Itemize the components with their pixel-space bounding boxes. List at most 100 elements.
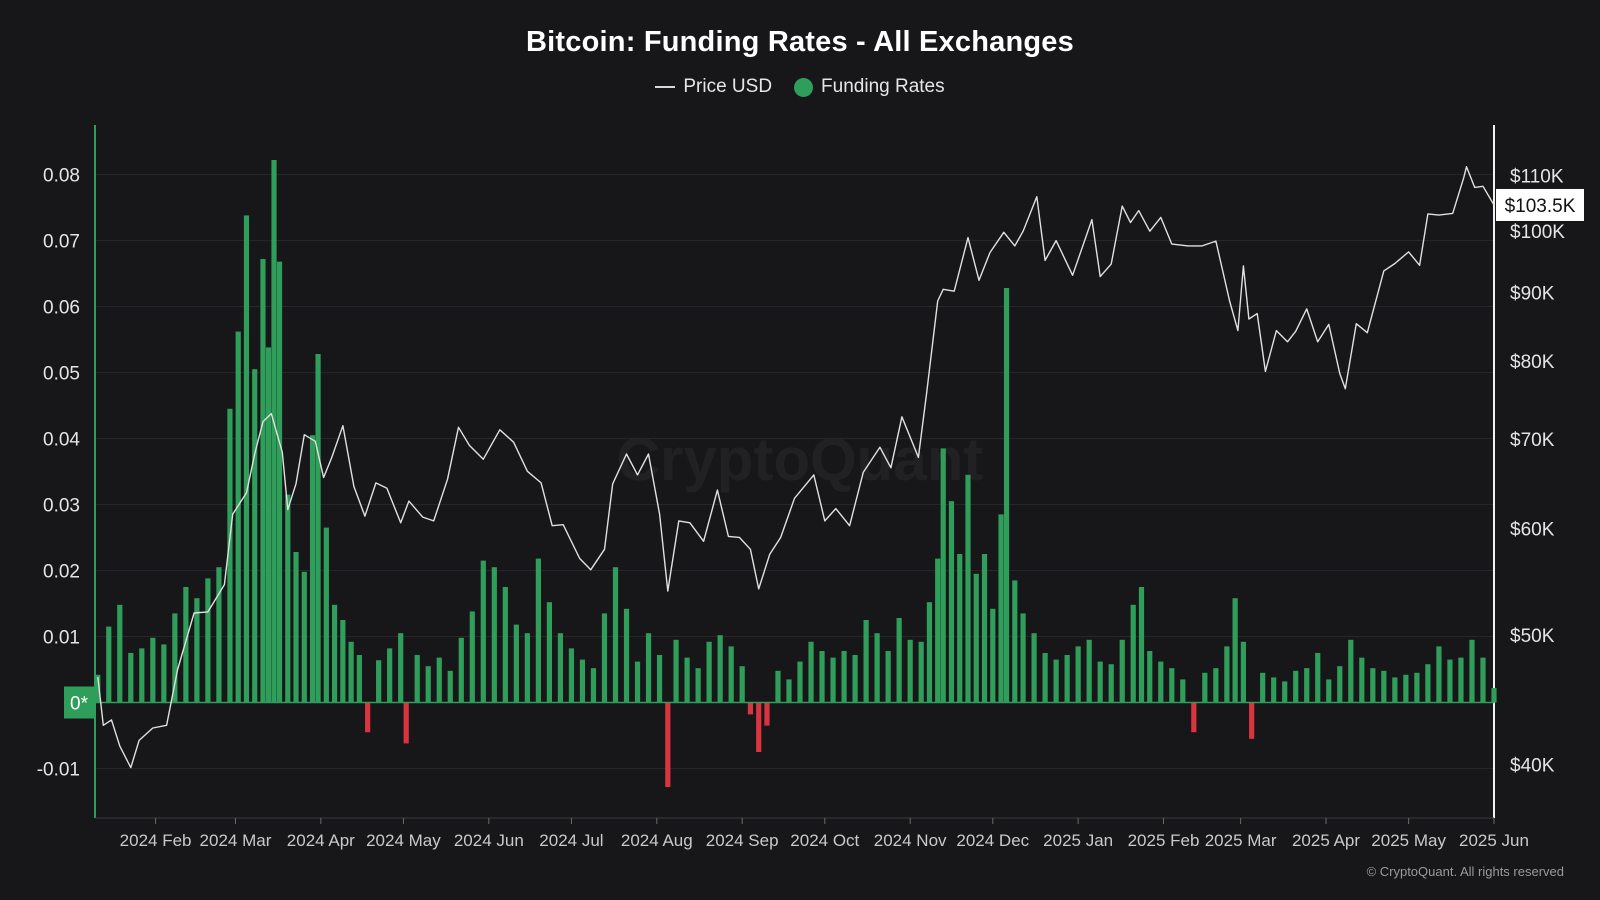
funding-bar-positive: [645, 633, 652, 703]
legend-dot-swatch: [794, 77, 814, 97]
funding-bar-positive: [1491, 687, 1497, 703]
legend-line-swatch: [655, 86, 676, 88]
funding-bar-positive: [436, 657, 442, 703]
funding-bar-positive: [656, 654, 663, 703]
funding-bar-negative: [1191, 702, 1197, 733]
y-right-tick-label: $50K: [1510, 626, 1555, 647]
funding-bar-positive: [1169, 668, 1175, 703]
funding-bar-positive: [398, 633, 404, 703]
funding-bar-positive: [874, 633, 880, 703]
funding-bar-positive: [227, 408, 233, 703]
funding-bar-positive: [990, 608, 996, 703]
x-tick-label: 2024 Dec: [956, 831, 1029, 850]
funding-bar-positive: [948, 501, 955, 703]
funding-bar-positive: [808, 641, 814, 703]
funding-bar-positive: [265, 347, 272, 703]
funding-bar-positive: [896, 618, 902, 703]
funding-bar-positive: [356, 654, 362, 703]
y-right-tick-label: $90K: [1510, 284, 1555, 305]
funding-bar-positive: [425, 666, 431, 703]
funding-bar-positive: [1053, 659, 1059, 703]
funding-bar-positive: [301, 571, 307, 703]
x-tick-label: 2024 Sep: [706, 831, 779, 850]
y-left-tick-label: -0.01: [37, 760, 80, 781]
funding-bar-positive: [340, 620, 346, 703]
funding-bar-positive: [1003, 288, 1010, 703]
funding-bar-positive: [309, 435, 316, 703]
funding-bar-positive: [1130, 604, 1136, 703]
funding-bar-positive: [285, 494, 291, 703]
funding-bar-positive: [1020, 613, 1026, 703]
funding-bar-positive: [1042, 653, 1048, 703]
funding-bar-positive: [885, 651, 891, 703]
funding-bar-positive: [323, 527, 329, 703]
x-tick-label: 2024 Feb: [120, 831, 192, 850]
funding-bar-positive: [728, 646, 734, 703]
funding-bar-negative: [756, 702, 762, 752]
funding-bar-positive: [1138, 587, 1145, 703]
chart-title: Bitcoin: Funding Rates - All Exchanges: [526, 26, 1074, 58]
funding-bar-positive: [447, 670, 453, 703]
funding-bar-positive: [458, 637, 464, 703]
legend-price-label: Price USD: [683, 76, 773, 97]
funding-bar-positive: [1158, 661, 1164, 703]
chart-legend: Price USD Funding Rates: [0, 76, 1600, 98]
funding-bar-positive: [1202, 672, 1208, 703]
funding-bar-positive: [1232, 598, 1238, 703]
x-tick-label: 2024 Aug: [621, 831, 693, 850]
x-tick-label: 2024 Mar: [200, 831, 272, 850]
funding-bar-positive: [557, 633, 564, 703]
funding-bar-positive: [673, 639, 679, 703]
funding-bar-positive: [1469, 639, 1475, 703]
funding-bar-positive: [1224, 646, 1230, 703]
funding-bar-positive: [1348, 639, 1354, 703]
funding-bar-positive: [918, 641, 924, 703]
funding-bar-positive: [502, 587, 508, 703]
legend-item-funding[interactable]: Funding Rates: [794, 76, 945, 98]
funding-bar-positive: [1271, 677, 1277, 703]
x-tick-label: 2025 Jun: [1459, 831, 1529, 850]
funding-bar-positive: [935, 558, 941, 703]
funding-bar-negative: [403, 702, 409, 744]
funding-bar-positive: [957, 554, 963, 703]
funding-bar-positive: [276, 261, 283, 703]
funding-bar-positive: [535, 558, 541, 703]
funding-bar-negative: [1249, 702, 1255, 739]
funding-bar-positive: [235, 331, 241, 703]
legend-item-price[interactable]: Price USD: [655, 76, 772, 98]
funding-bar-positive: [907, 639, 913, 703]
funding-bar-positive: [1370, 668, 1376, 703]
funding-bar-positive: [1447, 659, 1453, 703]
funding-bar-positive: [183, 587, 189, 703]
funding-bar-positive: [150, 637, 156, 703]
funding-bar-positive: [590, 668, 597, 703]
funding-bar-positive: [1075, 646, 1081, 703]
funding-bar-positive: [940, 448, 946, 703]
funding-bar-positive: [387, 648, 393, 703]
funding-bar-positive: [252, 369, 258, 703]
watermark: CryptoQuant: [560, 425, 1040, 494]
funding-bar-positive: [973, 573, 979, 703]
funding-bar-positive: [601, 613, 608, 703]
y-left-tick-label: 0.02: [43, 562, 80, 583]
x-tick-label: 2025 Apr: [1292, 831, 1360, 850]
x-tick-label: 2024 Apr: [287, 831, 355, 850]
funding-bar-positive: [1359, 657, 1365, 703]
funding-bar-positive: [797, 661, 803, 703]
funding-bar-positive: [1180, 679, 1186, 703]
funding-bar-negative: [747, 702, 754, 715]
funding-bar-positive: [205, 578, 211, 703]
funding-bar-positive: [717, 635, 723, 703]
funding-bar-positive: [491, 567, 497, 703]
funding-bar-positive: [998, 514, 1004, 703]
x-tick-label: 2024 May: [366, 831, 441, 850]
y-right-tick-label: $60K: [1510, 520, 1555, 541]
funding-bar-positive: [1282, 681, 1288, 703]
y-left-tick-label: 0.04: [43, 430, 80, 451]
funding-bar-positive: [1086, 639, 1092, 703]
funding-bar-positive: [1012, 580, 1018, 703]
y-left-tick-label: 0.01: [43, 628, 80, 649]
funding-bar-positive: [830, 657, 836, 703]
funding-bar-positive: [1326, 679, 1332, 703]
